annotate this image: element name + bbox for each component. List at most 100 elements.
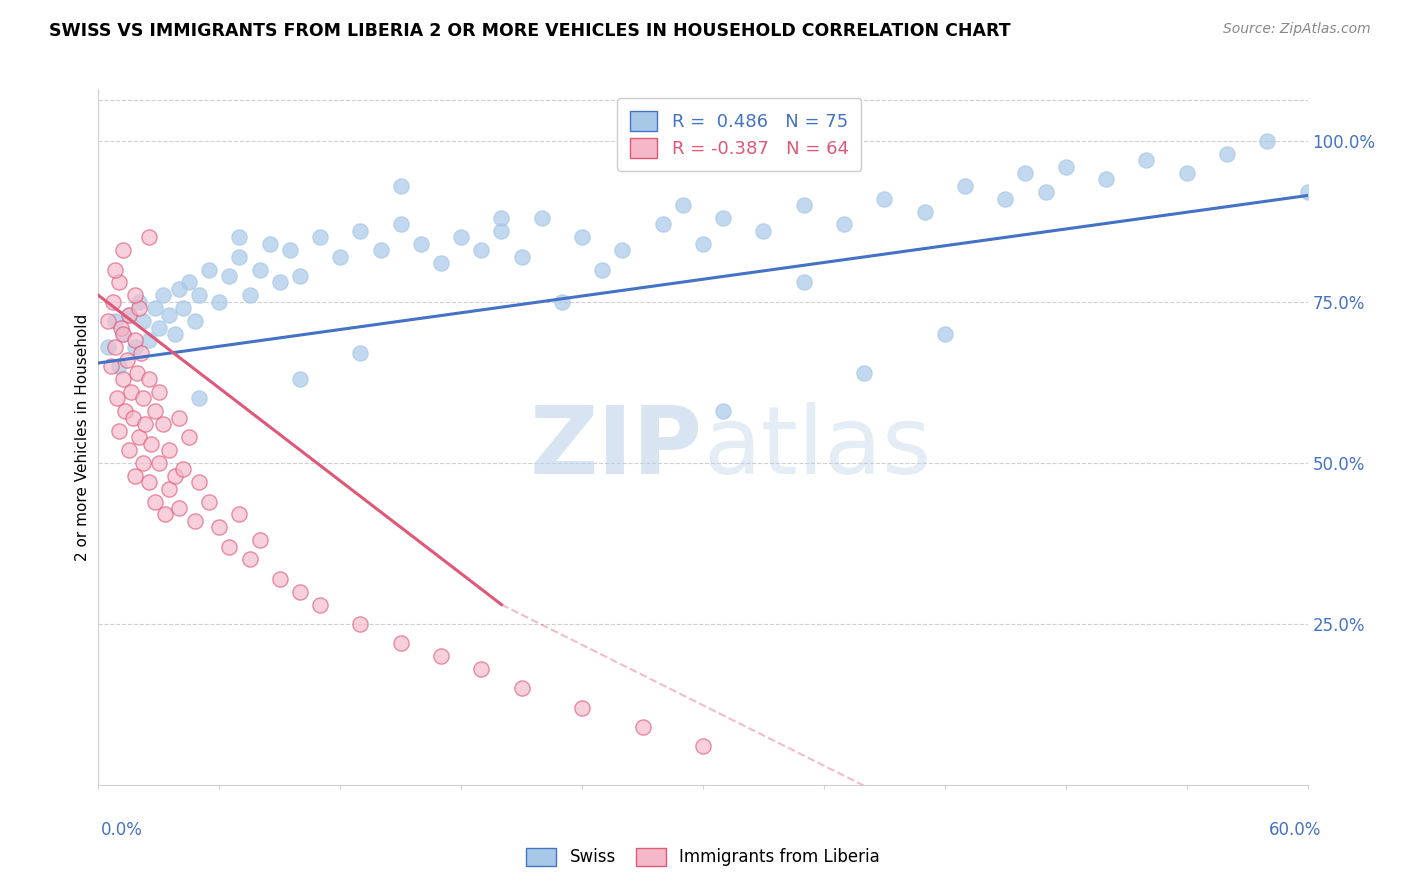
Point [97, 314, 120, 328]
Point [121, 410, 143, 425]
Point [329, 250, 352, 264]
Point [148, 384, 170, 399]
Y-axis label: 2 or more Vehicles in Household: 2 or more Vehicles in Household [75, 313, 90, 561]
Point [157, 308, 180, 322]
Point [103, 314, 125, 328]
Point [208, 520, 231, 534]
Point [139, 436, 162, 450]
Legend: Swiss, Immigrants from Liberia: Swiss, Immigrants from Liberia [519, 841, 887, 873]
Point [188, 475, 211, 490]
Point [100, 359, 122, 374]
Point [188, 288, 211, 302]
Point [111, 326, 134, 341]
Point [228, 250, 250, 264]
Point [934, 326, 956, 341]
Point [101, 294, 124, 309]
Point [269, 276, 291, 290]
Point [111, 326, 134, 341]
Point [184, 314, 207, 328]
Point [430, 649, 453, 664]
Point [152, 288, 174, 302]
Point [551, 294, 574, 309]
Point [111, 372, 134, 386]
Point [172, 462, 194, 476]
Point [110, 320, 132, 334]
Point [163, 326, 186, 341]
Point [132, 456, 155, 470]
Point [873, 192, 896, 206]
Point [510, 681, 533, 696]
Point [370, 244, 392, 258]
Text: SWISS VS IMMIGRANTS FROM LIBERIA 2 OR MORE VEHICLES IN HOUSEHOLD CORRELATION CHA: SWISS VS IMMIGRANTS FROM LIBERIA 2 OR MO… [49, 22, 1011, 40]
Point [167, 410, 190, 425]
Point [103, 262, 125, 277]
Point [1095, 172, 1118, 186]
Point [1035, 186, 1057, 200]
Point [218, 268, 240, 283]
Point [124, 340, 146, 354]
Point [132, 314, 155, 328]
Point [409, 236, 432, 251]
Point [793, 198, 815, 212]
Point [148, 456, 170, 470]
Legend: R =  0.486   N = 75, R = -0.387   N = 64: R = 0.486 N = 75, R = -0.387 N = 64 [617, 98, 862, 170]
Point [124, 334, 146, 348]
Text: 60.0%: 60.0% [1270, 821, 1322, 838]
Point [470, 662, 492, 676]
Point [510, 250, 533, 264]
Point [1296, 186, 1319, 200]
Point [134, 417, 156, 432]
Point [138, 334, 160, 348]
Point [571, 230, 593, 244]
Point [450, 230, 472, 244]
Point [120, 384, 142, 399]
Point [152, 417, 174, 432]
Point [349, 346, 371, 360]
Point [143, 494, 166, 508]
Point [128, 294, 150, 309]
Point [228, 508, 250, 522]
Point [491, 211, 513, 225]
Point [651, 218, 673, 232]
Point [491, 224, 513, 238]
Point [114, 404, 136, 418]
Point [132, 392, 155, 406]
Text: ZIP: ZIP [530, 401, 703, 493]
Point [793, 276, 815, 290]
Point [138, 230, 160, 244]
Point [692, 236, 714, 251]
Point [125, 366, 148, 380]
Point [107, 424, 129, 438]
Point [198, 494, 221, 508]
Point [111, 244, 134, 258]
Point [179, 430, 201, 444]
Point [172, 301, 194, 316]
Point [1054, 160, 1077, 174]
Point [349, 224, 371, 238]
Point [188, 392, 211, 406]
Point [157, 442, 180, 457]
Point [167, 282, 190, 296]
Point [115, 352, 138, 367]
Point [288, 584, 311, 599]
Point [143, 301, 166, 316]
Point [430, 256, 453, 270]
Point [129, 346, 152, 360]
Point [591, 262, 613, 277]
Point [208, 294, 231, 309]
Point [389, 636, 412, 650]
Point [105, 392, 128, 406]
Point [228, 230, 250, 244]
Point [288, 372, 311, 386]
Point [143, 404, 166, 418]
Point [124, 288, 146, 302]
Point [138, 475, 160, 490]
Point [124, 468, 146, 483]
Text: Source: ZipAtlas.com: Source: ZipAtlas.com [1223, 22, 1371, 37]
Point [157, 482, 180, 496]
Point [128, 430, 150, 444]
Point [107, 276, 129, 290]
Point [103, 340, 125, 354]
Point [138, 372, 160, 386]
Point [389, 218, 412, 232]
